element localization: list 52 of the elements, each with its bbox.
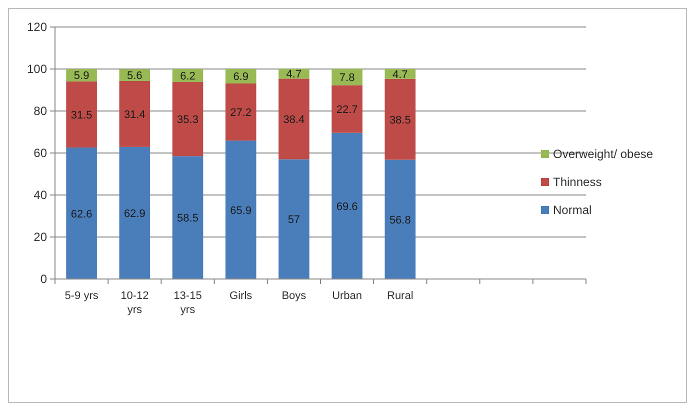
bar — [225, 140, 256, 279]
data-label: 57 — [288, 214, 300, 226]
bar — [119, 146, 150, 279]
bar — [66, 81, 97, 148]
bar — [332, 85, 362, 133]
data-label: 6.9 — [233, 71, 248, 84]
data-label: 58.5 — [177, 212, 198, 225]
legend-label: Overweight/ obese — [553, 147, 654, 161]
data-label: 4.7 — [286, 68, 302, 81]
y-tick-label: 100 — [26, 62, 48, 76]
data-label: 38.5 — [389, 114, 411, 126]
bar — [172, 156, 204, 279]
x-tick-label: Urban — [332, 290, 362, 302]
data-label: 35.3 — [177, 114, 198, 126]
legend-label: Normal — [553, 203, 592, 217]
bar — [278, 159, 310, 279]
data-label: 7.8 — [339, 72, 355, 84]
bar — [332, 132, 362, 279]
bar — [66, 148, 97, 279]
data-label: 22.7 — [336, 104, 358, 116]
y-tick-label: 20 — [34, 230, 48, 244]
bar — [119, 80, 150, 147]
bar — [172, 82, 204, 156]
bar — [384, 78, 416, 160]
bar — [225, 83, 256, 141]
bar — [278, 78, 310, 160]
data-label: 5.9 — [74, 70, 90, 82]
y-tick-label: 40 — [34, 188, 48, 202]
x-tick-label: 13-15 yrs — [174, 290, 202, 316]
data-label: 31.5 — [70, 109, 92, 122]
x-tick-label: 10-12 yrs — [120, 290, 149, 316]
x-tick-label: 5-9 yrs — [64, 290, 99, 302]
x-tick-label: Rural — [387, 290, 414, 302]
data-label: 6.2 — [180, 70, 196, 83]
bar — [384, 160, 416, 279]
data-label: 62.6 — [70, 208, 92, 220]
data-label: 27.2 — [230, 107, 252, 120]
data-label: 65.9 — [230, 204, 252, 217]
x-tick-label: Girls — [230, 290, 253, 302]
y-tick-label: 0 — [40, 272, 48, 286]
x-tick-label: Boys — [282, 290, 307, 302]
legend-label: Thinness — [553, 175, 602, 189]
data-label: 5.6 — [127, 70, 142, 82]
y-tick-label: 60 — [34, 146, 48, 160]
data-label: 38.4 — [283, 114, 305, 126]
data-label: 56.8 — [389, 214, 411, 226]
data-label: 62.9 — [124, 208, 146, 220]
data-label: 4.7 — [392, 68, 408, 81]
y-tick-label: 80 — [34, 104, 48, 118]
y-tick-label: 120 — [26, 20, 48, 34]
data-label: 69.6 — [336, 200, 358, 213]
data-label: 31.4 — [124, 108, 146, 121]
